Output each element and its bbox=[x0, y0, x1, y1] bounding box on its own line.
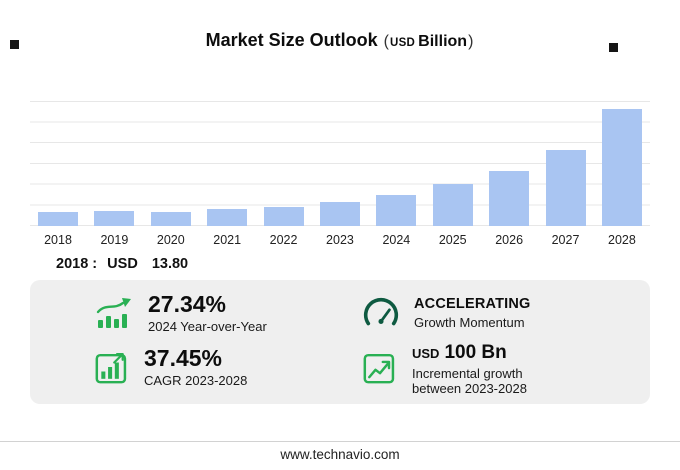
bar-2019 bbox=[94, 210, 135, 226]
x-axis-label-2028: 2028 bbox=[608, 233, 636, 247]
title-close-paren: ) bbox=[468, 33, 474, 50]
title-unit-currency: USD bbox=[389, 37, 416, 49]
market-size-bar-chart: 2018 2019 2020 2021 2022 2023 2024 2025 2026 2027… bbox=[30, 101, 650, 247]
base-year-value: 2018 : USD 13.80 bbox=[56, 256, 680, 272]
chart-column-2024: 2024 bbox=[370, 101, 422, 247]
momentum-title: ACCELERATING bbox=[414, 296, 531, 313]
title-text: Market Size Outlook bbox=[205, 30, 378, 50]
x-axis-label-2023: 2023 bbox=[326, 233, 354, 247]
bar-2018 bbox=[38, 212, 78, 226]
chart-column-2026: 2026 bbox=[483, 101, 535, 247]
bar-2028 bbox=[601, 108, 642, 226]
base-year-colon: : bbox=[92, 256, 98, 272]
bar-2025 bbox=[432, 184, 473, 226]
stat-growth-momentum: ACCELERATING Growth Momentum bbox=[362, 296, 630, 330]
bar-2027 bbox=[545, 149, 586, 226]
cagr-label: CAGR 2023-2028 bbox=[144, 373, 248, 389]
stats-panel: 27.34% 2024 Year-over-Year ACCELERATING … bbox=[30, 280, 650, 404]
x-axis-label-2022: 2022 bbox=[269, 233, 298, 247]
base-year-amount: 13.80 bbox=[151, 256, 189, 272]
x-axis-label-2026: 2026 bbox=[495, 233, 524, 247]
bar-2023 bbox=[319, 201, 360, 226]
title-open-paren: ( bbox=[383, 33, 389, 50]
x-axis-label-2020: 2020 bbox=[156, 233, 185, 247]
incremental-label-line1: Incremental growth bbox=[412, 366, 523, 381]
base-year-currency: USD bbox=[107, 256, 138, 272]
title-unit: Billion bbox=[418, 33, 468, 50]
decor-square-top-right bbox=[609, 43, 618, 52]
x-axis-label-2025: 2025 bbox=[438, 233, 467, 247]
chart-columns: 2018 2019 2020 2021 2022 2023 2024 2025 2026 2027… bbox=[30, 101, 650, 247]
chart-column-2028: 2028 bbox=[596, 101, 648, 247]
bar-2020 bbox=[150, 211, 191, 226]
cagr-chart-icon bbox=[94, 349, 130, 385]
chart-column-2019: 2019 bbox=[88, 101, 140, 247]
incremental-growth-icon bbox=[362, 349, 398, 385]
page-title: Market Size Outlook (USD Billion) bbox=[0, 30, 680, 51]
x-axis-label-2019: 2019 bbox=[100, 233, 129, 247]
decor-square-top-left bbox=[10, 40, 19, 49]
footer: www.technavio.com bbox=[0, 441, 680, 470]
chart-column-2023: 2023 bbox=[314, 101, 366, 247]
stat-incremental-growth: USD 100 Bn Incremental growth between 202… bbox=[362, 338, 630, 396]
yoy-label: 2024 Year-over-Year bbox=[148, 319, 267, 335]
x-axis-label-2021: 2021 bbox=[213, 233, 242, 247]
bar-2024 bbox=[376, 194, 417, 226]
bar-2021 bbox=[207, 209, 248, 226]
chart-column-2025: 2025 bbox=[427, 101, 479, 247]
momentum-label: Growth Momentum bbox=[414, 315, 525, 331]
stat-cagr: 37.45% CAGR 2023-2028 bbox=[94, 346, 362, 388]
chart-column-2022: 2022 bbox=[258, 101, 310, 247]
bar-2026 bbox=[489, 171, 530, 226]
cagr-value: 37.45% bbox=[144, 344, 223, 371]
incremental-value: 100 Bn bbox=[444, 342, 507, 364]
chart-column-2027: 2027 bbox=[540, 101, 592, 247]
chart-column-2020: 2020 bbox=[145, 101, 197, 247]
chart-column-2021: 2021 bbox=[201, 101, 253, 247]
chart-column-2018: 2018 bbox=[32, 101, 84, 247]
x-axis-label-2024: 2024 bbox=[382, 233, 411, 247]
speedometer-icon bbox=[362, 297, 400, 329]
bar-2022 bbox=[263, 206, 304, 226]
x-axis-label-2018: 2018 bbox=[44, 233, 72, 247]
incremental-label-line2: between 2023-2028 bbox=[412, 381, 527, 396]
x-axis-label-2027: 2027 bbox=[551, 233, 580, 247]
stat-yoy-growth: 27.34% 2024 Year-over-Year bbox=[94, 292, 362, 334]
growth-bars-icon bbox=[94, 295, 134, 331]
incremental-currency: USD bbox=[412, 346, 440, 362]
base-year: 2018 bbox=[56, 256, 89, 272]
website-link[interactable]: www.technavio.com bbox=[280, 447, 400, 462]
yoy-value: 27.34% bbox=[148, 290, 227, 317]
